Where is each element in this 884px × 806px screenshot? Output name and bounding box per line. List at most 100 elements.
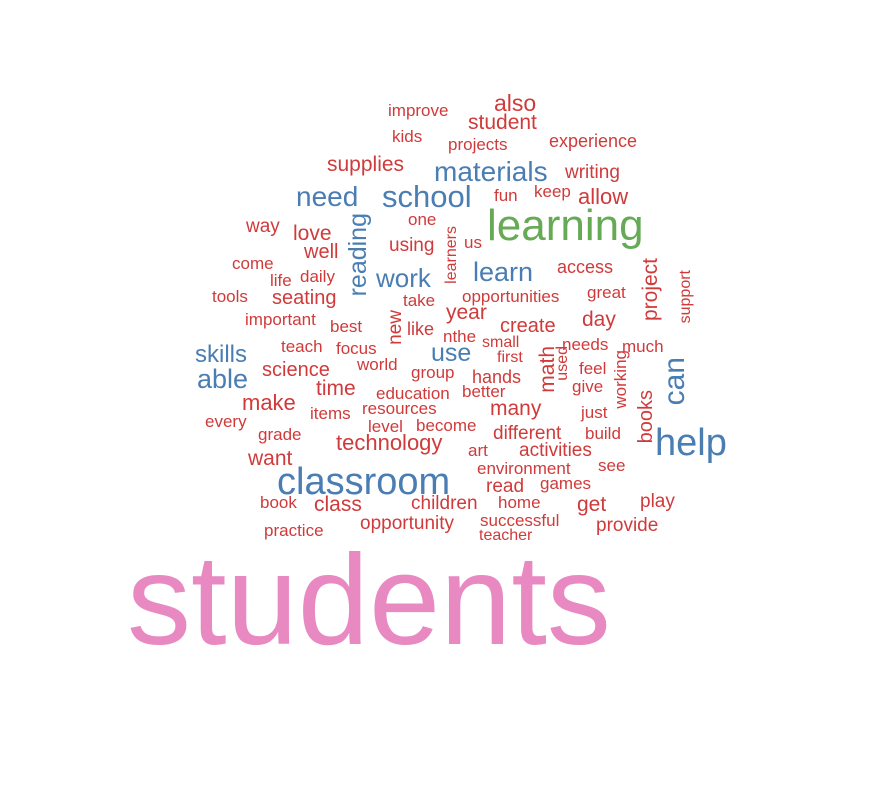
word: resources	[362, 399, 437, 418]
word: come	[232, 254, 274, 273]
word: seating	[272, 287, 337, 309]
word: tools	[212, 287, 248, 306]
word: games	[540, 474, 592, 493]
word: class	[314, 493, 362, 516]
word: every	[205, 412, 247, 431]
word: projects	[448, 135, 508, 154]
word: reading	[344, 213, 372, 297]
word: successful	[480, 511, 560, 530]
word: level	[368, 417, 403, 436]
word: build	[585, 424, 621, 443]
word: first	[497, 349, 523, 366]
word: like	[407, 319, 435, 339]
word: book	[260, 493, 297, 512]
word: give	[572, 377, 604, 396]
word: world	[357, 355, 398, 374]
word: experience	[549, 131, 638, 151]
word: read	[486, 476, 525, 497]
word: make	[242, 390, 296, 415]
word: life	[270, 271, 292, 290]
word: small	[482, 334, 520, 351]
word: group	[411, 363, 455, 382]
word: work	[376, 263, 431, 293]
word: practice	[264, 521, 324, 540]
word: learners	[443, 226, 460, 284]
word: children	[411, 493, 478, 514]
word: can	[658, 357, 691, 406]
word: daily	[300, 267, 335, 286]
word: create	[500, 315, 556, 337]
word: writing	[565, 162, 620, 183]
word: books	[635, 390, 657, 444]
word: allow	[578, 184, 629, 209]
word: supplies	[327, 153, 405, 176]
word: become	[416, 416, 477, 435]
word: activities	[519, 440, 592, 461]
word: get	[577, 493, 607, 516]
word: day	[582, 308, 616, 331]
word: help	[655, 422, 727, 464]
word: nthe	[443, 327, 477, 346]
word: much	[622, 337, 664, 356]
word: best	[330, 317, 363, 336]
word: provide	[596, 515, 659, 536]
word: materials	[434, 156, 548, 187]
word: teacher	[479, 527, 533, 544]
word: important	[245, 310, 316, 329]
word: opportunities	[462, 287, 560, 306]
word: access	[557, 257, 614, 277]
word: learn	[473, 257, 534, 287]
word: take	[403, 291, 436, 310]
word: better	[462, 382, 506, 401]
word: many	[490, 397, 542, 420]
word: improve	[388, 101, 449, 120]
word: play	[640, 491, 675, 512]
word: hands	[472, 367, 522, 387]
word: environment	[477, 459, 571, 478]
word: project	[639, 258, 662, 322]
word: support	[677, 270, 694, 324]
word: want	[248, 447, 293, 470]
word: classroom	[277, 461, 451, 503]
word: fun	[494, 186, 518, 205]
word: us	[464, 233, 482, 252]
word: technology	[336, 430, 443, 455]
word: working	[611, 350, 630, 409]
word: way	[246, 216, 280, 237]
word: feel	[579, 359, 607, 378]
word: just	[581, 403, 608, 422]
word: love	[293, 222, 332, 245]
word: great	[587, 283, 626, 302]
word: year	[446, 301, 487, 324]
word: opportunity	[360, 513, 455, 534]
word: well	[304, 241, 339, 263]
word: able	[197, 364, 249, 394]
word: keep	[534, 182, 571, 201]
word: skills	[195, 341, 247, 368]
word: science	[262, 359, 330, 381]
word: teach	[281, 337, 323, 356]
word: use	[431, 339, 472, 367]
word: school	[382, 179, 472, 214]
word: needs	[562, 335, 609, 354]
word: new	[385, 310, 406, 345]
word: items	[310, 404, 351, 423]
word: different	[493, 423, 562, 444]
word: students	[127, 529, 611, 672]
word: art	[468, 441, 488, 460]
word: time	[316, 377, 356, 400]
word: learning	[487, 201, 644, 250]
word: student	[468, 111, 537, 134]
word: grade	[258, 425, 302, 444]
word: home	[498, 493, 541, 512]
word: used	[554, 346, 571, 381]
word: using	[389, 235, 435, 256]
word: focus	[336, 339, 377, 358]
word: see	[598, 456, 626, 475]
word: need	[296, 181, 359, 212]
word: education	[376, 384, 450, 403]
word: one	[408, 210, 437, 229]
word: also	[494, 90, 537, 116]
word: kids	[392, 127, 423, 146]
